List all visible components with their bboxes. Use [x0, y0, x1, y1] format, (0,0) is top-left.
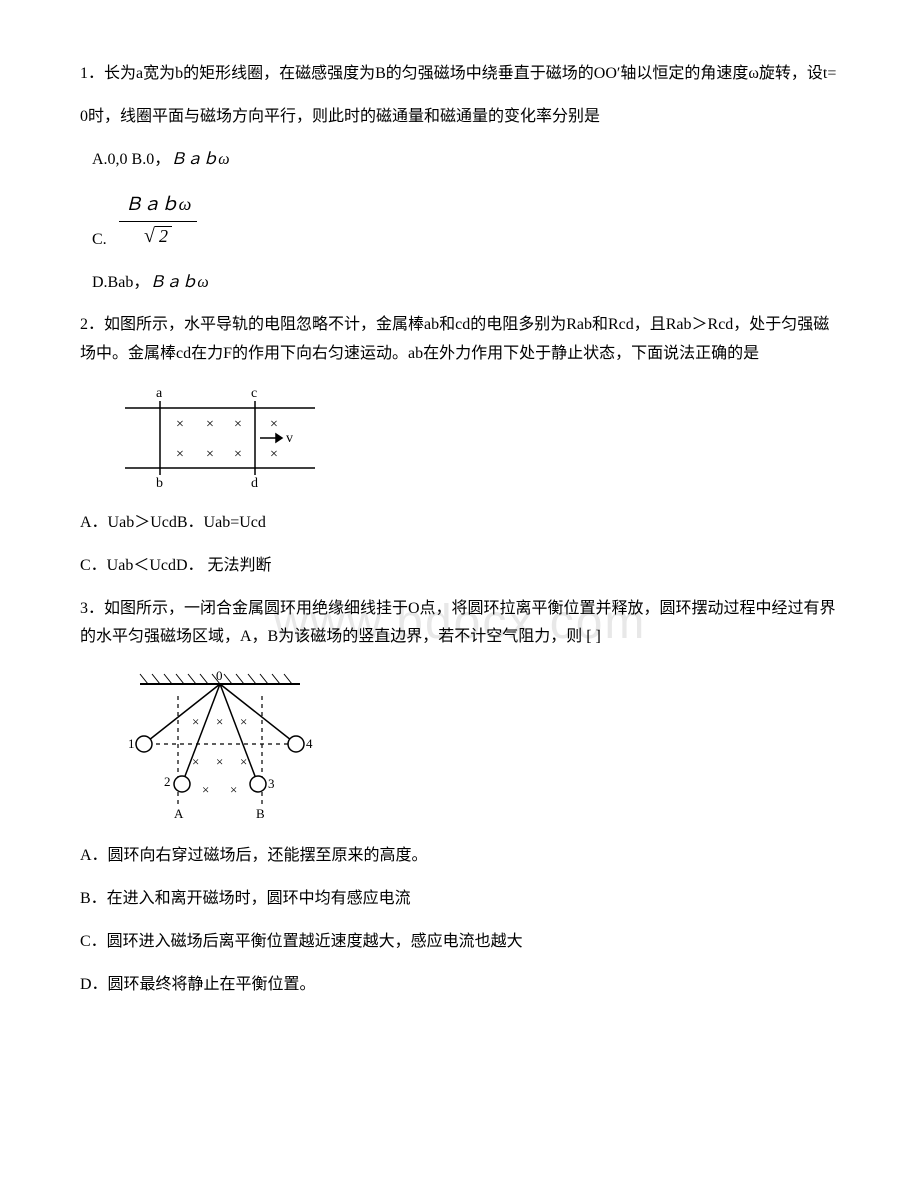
- q2-label-b: b: [156, 476, 163, 491]
- q1-optC-prefix: C.: [92, 226, 107, 255]
- q2-option-ab: A．Uab＞UcdB．Uab=Ucd: [80, 509, 840, 538]
- q2-figure: a b c d v × × × × × × × ×: [120, 383, 840, 493]
- q1-stem-line2: 0时，线圈平面与磁场方向平行，则此时的磁通量和磁通量的变化率分别是: [80, 103, 840, 132]
- q2-label-d: d: [251, 476, 258, 491]
- q1-expr-babw: Ｂａｂω: [170, 151, 229, 168]
- svg-text:×: ×: [202, 782, 209, 797]
- svg-text:×: ×: [234, 447, 242, 462]
- q3-svg: 0 ××× ××: [120, 666, 320, 826]
- q2-stem: 2．如图所示，水平导轨的电阻忽略不计，金属棒ab和cd的电阻多别为Rab和Rcd…: [80, 311, 840, 369]
- q3-label-O: 0: [216, 668, 223, 683]
- svg-text:×: ×: [176, 447, 184, 462]
- svg-text:×: ×: [206, 417, 214, 432]
- q2-label-a: a: [156, 386, 163, 401]
- q1-frac-num: Ｂａｂω: [119, 188, 198, 220]
- q3-option-d: D．圆环最终将静止在平衡位置。: [80, 971, 840, 1000]
- svg-text:×: ×: [234, 417, 242, 432]
- q3-label-3: 3: [268, 776, 275, 791]
- q1-expr-babw2: Ｂａｂω: [149, 274, 208, 291]
- q3-label-B: B: [256, 806, 265, 821]
- q1-option-c: C. Ｂａｂω √ 2: [92, 188, 840, 254]
- sqrt-arg: 2: [155, 226, 172, 247]
- q1-option-ab: A.0,0 B.0，Ｂａｂω: [92, 146, 840, 175]
- q3-stem: 3．如图所示，一闭合金属圆环用绝缘细线挂于O点，将圆环拉离平衡位置并释放，圆环摆…: [80, 595, 840, 653]
- svg-text:×: ×: [270, 417, 278, 432]
- q3-label-1: 1: [128, 736, 135, 751]
- svg-text:×: ×: [230, 782, 237, 797]
- q1-option-d: D.Bab，Ｂａｂω: [92, 269, 840, 298]
- svg-text:×: ×: [192, 754, 199, 769]
- q1-optD-text: D.Bab，: [92, 274, 149, 291]
- q3-option-c: C．圆环进入磁场后离平衡位置越近速度越大，感应电流也越大: [80, 928, 840, 957]
- svg-text:×: ×: [216, 714, 223, 729]
- q3-figure: 0 ××× ××: [120, 666, 840, 826]
- document-content: 1．长为a宽为b的矩形线圈，在磁感强度为B的匀强磁场中绕垂直于磁场的OO′轴以恒…: [80, 60, 840, 999]
- svg-text:×: ×: [176, 417, 184, 432]
- q2-svg: a b c d v × × × × × × × ×: [120, 383, 320, 493]
- q1-stem-line1: 1．长为a宽为b的矩形线圈，在磁感强度为B的匀强磁场中绕垂直于磁场的OO′轴以恒…: [80, 60, 840, 89]
- q1-optA-text: A.0,0 B.0，: [92, 151, 170, 168]
- svg-text:×: ×: [240, 714, 247, 729]
- svg-text:×: ×: [240, 754, 247, 769]
- q2-label-v: v: [286, 431, 293, 446]
- q3-option-b: B．在进入和离开磁场时，圆环中均有感应电流: [80, 885, 840, 914]
- svg-text:×: ×: [206, 447, 214, 462]
- q2-option-cd: C．Uab＜UcdD． 无法判断: [80, 552, 840, 581]
- sqrt-symbol: √: [144, 226, 155, 246]
- svg-text:×: ×: [216, 754, 223, 769]
- q3-label-A: A: [174, 806, 184, 821]
- q3-label-2: 2: [164, 774, 171, 789]
- q1-fraction: Ｂａｂω √ 2: [119, 188, 198, 254]
- q1-frac-den: √ 2: [138, 222, 178, 255]
- svg-text:×: ×: [192, 714, 199, 729]
- svg-text:×: ×: [270, 447, 278, 462]
- q2-label-c: c: [251, 386, 257, 401]
- q3-option-a: A．圆环向右穿过磁场后，还能摆至原来的高度。: [80, 842, 840, 871]
- q3-label-4: 4: [306, 736, 313, 751]
